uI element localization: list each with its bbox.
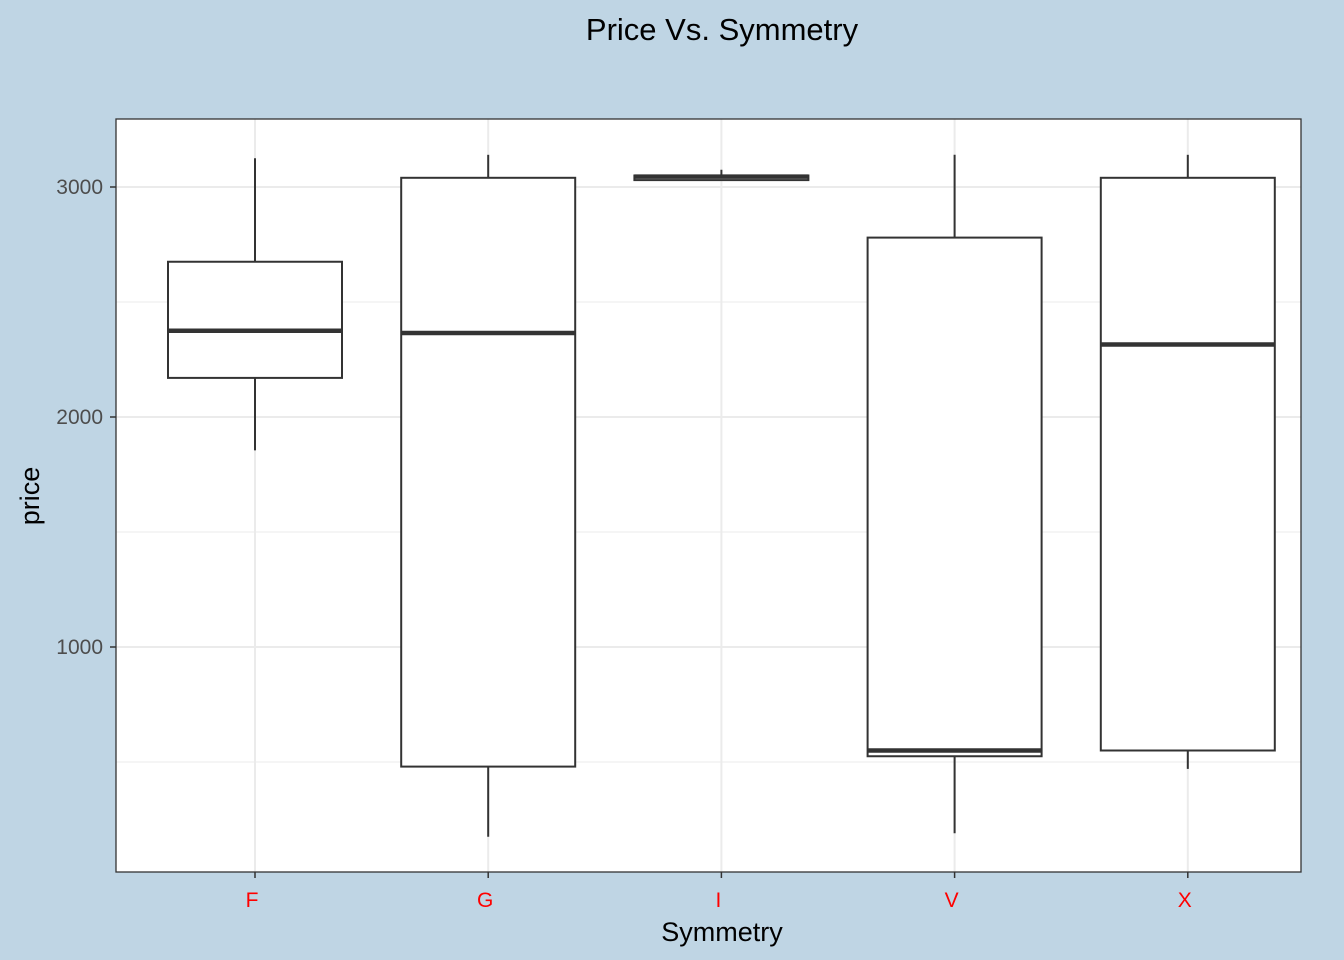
box-iqr	[400, 176, 577, 768]
box-iqr	[1099, 176, 1276, 752]
box-iqr	[866, 236, 1043, 758]
panel-border	[115, 118, 1302, 873]
box-g	[400, 154, 577, 837]
y-tick-label: 3000	[56, 176, 103, 199]
box-x	[1099, 154, 1276, 769]
box-iqr	[167, 260, 343, 379]
x-tick-label: X	[1178, 889, 1192, 912]
x-axis-label: Symmetry	[661, 917, 783, 947]
x-tick-label: F	[246, 889, 259, 912]
x-tick-label: V	[945, 889, 959, 912]
chart-title: Price Vs. Symmetry	[586, 12, 859, 47]
box-f	[167, 158, 343, 451]
box-v	[866, 154, 1043, 834]
axes: 1000 2000 3000 F G I V X	[56, 176, 1192, 912]
x-tick-label: I	[715, 889, 721, 912]
y-axis-label: price	[15, 467, 45, 526]
y-tick-label: 1000	[56, 636, 103, 659]
x-tick-label: G	[477, 889, 493, 912]
box-i	[633, 169, 810, 182]
boxplot-layer	[167, 154, 1276, 837]
y-tick-label: 2000	[56, 406, 103, 429]
